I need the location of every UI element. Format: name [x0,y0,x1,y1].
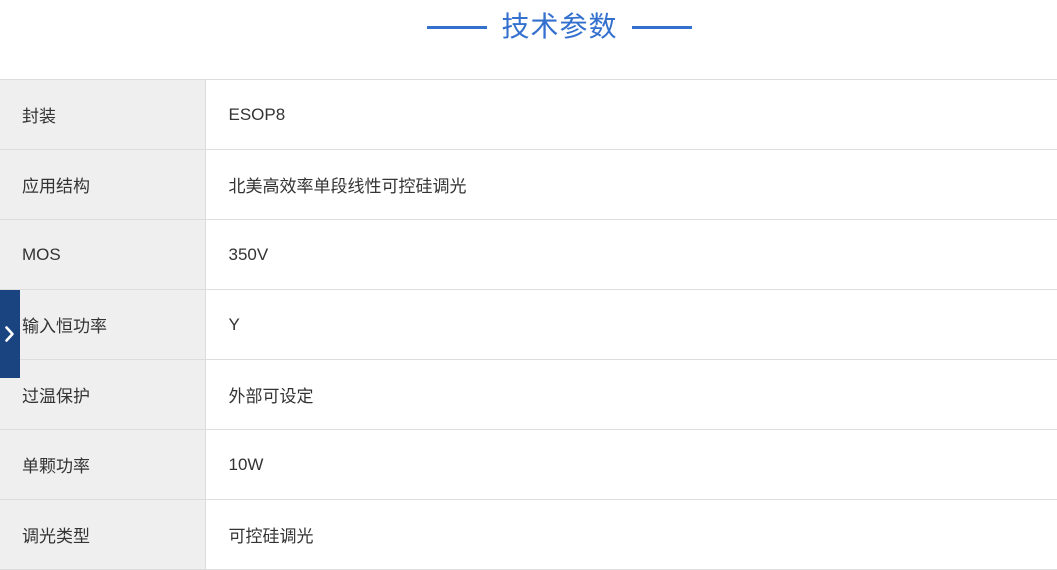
table-row: 应用结构 北美高效率单段线性可控硅调光 [0,149,1057,220]
spec-value: 可控硅调光 [205,499,1057,570]
spec-label: 封装 [0,79,206,150]
section-title-group: 技术参数 [427,10,692,44]
spec-value: 10W [205,429,1057,500]
table-row: 单颗功率 10W [0,429,1057,500]
spec-value: ESOP8 [205,79,1057,150]
spec-value: Y [205,289,1057,360]
title-rule-right [631,25,692,29]
spec-label: 单颗功率 [0,429,206,500]
spec-value: 北美高效率单段线性可控硅调光 [205,149,1057,220]
table-row: 封装 ESOP8 [0,79,1057,150]
table-row: 输入恒功率 Y [0,289,1057,360]
title-rule-left [427,25,488,29]
section-header: 技术参数 [0,0,1057,79]
table-row: MOS 350V [0,219,1057,290]
spec-label: 应用结构 [0,149,206,220]
spec-label: MOS [0,219,206,290]
spec-value: 外部可设定 [205,359,1057,430]
spec-table-body: 封装 ESOP8 应用结构 北美高效率单段线性可控硅调光 MOS 350V 输入… [0,79,1057,570]
table-row: 过温保护 外部可设定 [0,359,1057,430]
spec-label: 输入恒功率 [0,289,206,360]
page-title: 技术参数 [501,11,618,42]
table-row: 调光类型 可控硅调光 [0,499,1057,570]
spec-label: 调光类型 [0,499,206,570]
spec-table: 封装 ESOP8 应用结构 北美高效率单段线性可控硅调光 MOS 350V 输入… [0,79,1057,570]
spec-value: 350V [205,219,1057,290]
side-panel-toggle[interactable] [0,290,20,378]
spec-label: 过温保护 [0,359,206,430]
chevron-right-icon [4,325,16,343]
